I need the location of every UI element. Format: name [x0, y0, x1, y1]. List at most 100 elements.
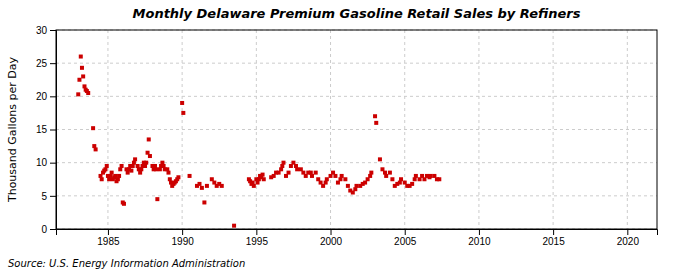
y-tick-mark	[50, 63, 56, 64]
point	[262, 177, 266, 181]
x-tick-label: 1990	[172, 236, 195, 247]
y-tick-label: 25	[36, 58, 48, 69]
x-tick: 2000	[320, 229, 343, 247]
x-tick-mark	[331, 229, 332, 235]
point	[346, 184, 350, 188]
point	[81, 74, 85, 78]
grid-line-y	[56, 96, 657, 97]
x-tick-mark	[182, 229, 183, 235]
y-tick: 0	[41, 224, 56, 235]
y-tick-label: 0	[41, 224, 47, 235]
point	[144, 161, 148, 165]
y-tick: 30	[36, 25, 56, 36]
point	[378, 157, 382, 161]
point	[388, 171, 392, 175]
x-tick: 1995	[246, 229, 269, 247]
x-tick: 1990	[172, 229, 195, 247]
grid-line-x	[330, 30, 331, 229]
x-tick: 1985	[97, 229, 120, 247]
point	[374, 121, 378, 125]
point	[77, 78, 81, 82]
y-tick: 25	[36, 58, 56, 69]
y-tick-label: 30	[36, 25, 48, 36]
point	[384, 174, 388, 178]
y-axis: 0 5 10 15 20 25 30	[36, 25, 57, 235]
x-tick: 2005	[394, 229, 417, 247]
point	[176, 175, 180, 179]
point	[205, 184, 209, 188]
point	[369, 171, 373, 175]
title: Monthly Delaware Premium Gasoline Retail…	[133, 6, 581, 21]
point	[414, 174, 418, 178]
point	[181, 111, 185, 115]
x-tick-label: 2015	[542, 236, 565, 247]
point	[110, 171, 114, 175]
point	[76, 92, 80, 96]
grid-line-x	[553, 30, 554, 229]
plot-frame	[56, 30, 657, 229]
grid-line-y	[56, 195, 657, 196]
grid-line-y	[56, 63, 657, 64]
x-tick: 2020	[617, 229, 640, 247]
x-tick-label: 1985	[97, 236, 120, 247]
y-tick-mark	[50, 196, 56, 197]
point	[281, 161, 285, 165]
x-axis-line	[57, 230, 658, 236]
x-tick: 2015	[542, 229, 565, 247]
y-tick-mark	[50, 229, 56, 230]
x-tick-mark	[553, 229, 554, 235]
point	[129, 169, 133, 173]
point	[232, 224, 236, 228]
point	[399, 177, 403, 181]
x-tick-label: 2020	[617, 236, 640, 247]
point	[148, 154, 152, 158]
y-tick-mark	[50, 96, 56, 97]
point	[154, 167, 158, 171]
point	[105, 164, 109, 168]
point	[252, 184, 256, 188]
point	[287, 171, 291, 175]
y-tick-label: 15	[36, 124, 48, 135]
point	[429, 174, 433, 178]
point	[310, 174, 314, 178]
x-tick-mark	[256, 229, 257, 235]
grid-line-y	[56, 129, 657, 130]
point	[166, 171, 170, 175]
point	[261, 173, 265, 177]
grid-line-x	[107, 30, 108, 229]
point	[295, 167, 299, 171]
point	[343, 177, 347, 181]
point	[147, 137, 151, 141]
point	[200, 186, 204, 190]
y-tick: 20	[36, 91, 56, 102]
x-tick-label: 2010	[468, 236, 491, 247]
point	[80, 66, 84, 70]
point	[188, 174, 192, 178]
y-tick: 10	[36, 157, 56, 168]
y-axis-label: Thousand Gallons per Day	[6, 56, 19, 203]
y-tick: 15	[36, 124, 56, 135]
x-tick: 2010	[468, 229, 491, 247]
point	[197, 182, 201, 186]
point	[390, 177, 394, 181]
y-tick-mark	[50, 163, 56, 164]
point	[100, 177, 104, 181]
point	[220, 184, 224, 188]
grid	[56, 30, 657, 229]
point	[373, 114, 377, 118]
x-tick-mark	[108, 229, 109, 235]
y-tick-label: 5	[41, 191, 47, 202]
point	[325, 177, 329, 181]
point	[314, 171, 318, 175]
x-tick-label: 2005	[394, 236, 417, 247]
x-tick-label: 1995	[246, 236, 269, 247]
x-tick-mark	[479, 229, 480, 235]
point	[86, 91, 90, 95]
chart-svg: 1985 1990 1995 2000 2005 2010 2015 2020 0 5 10 15 20…	[0, 0, 675, 275]
y-tick: 5	[41, 191, 56, 202]
point	[333, 174, 337, 178]
plot-area: 1985 1990 1995 2000 2005 2010 2015 2020 0 5 10 15 20…	[36, 25, 658, 247]
y-tick-label: 10	[36, 157, 48, 168]
x-tick-label: 2000	[320, 236, 343, 247]
point	[202, 200, 206, 204]
